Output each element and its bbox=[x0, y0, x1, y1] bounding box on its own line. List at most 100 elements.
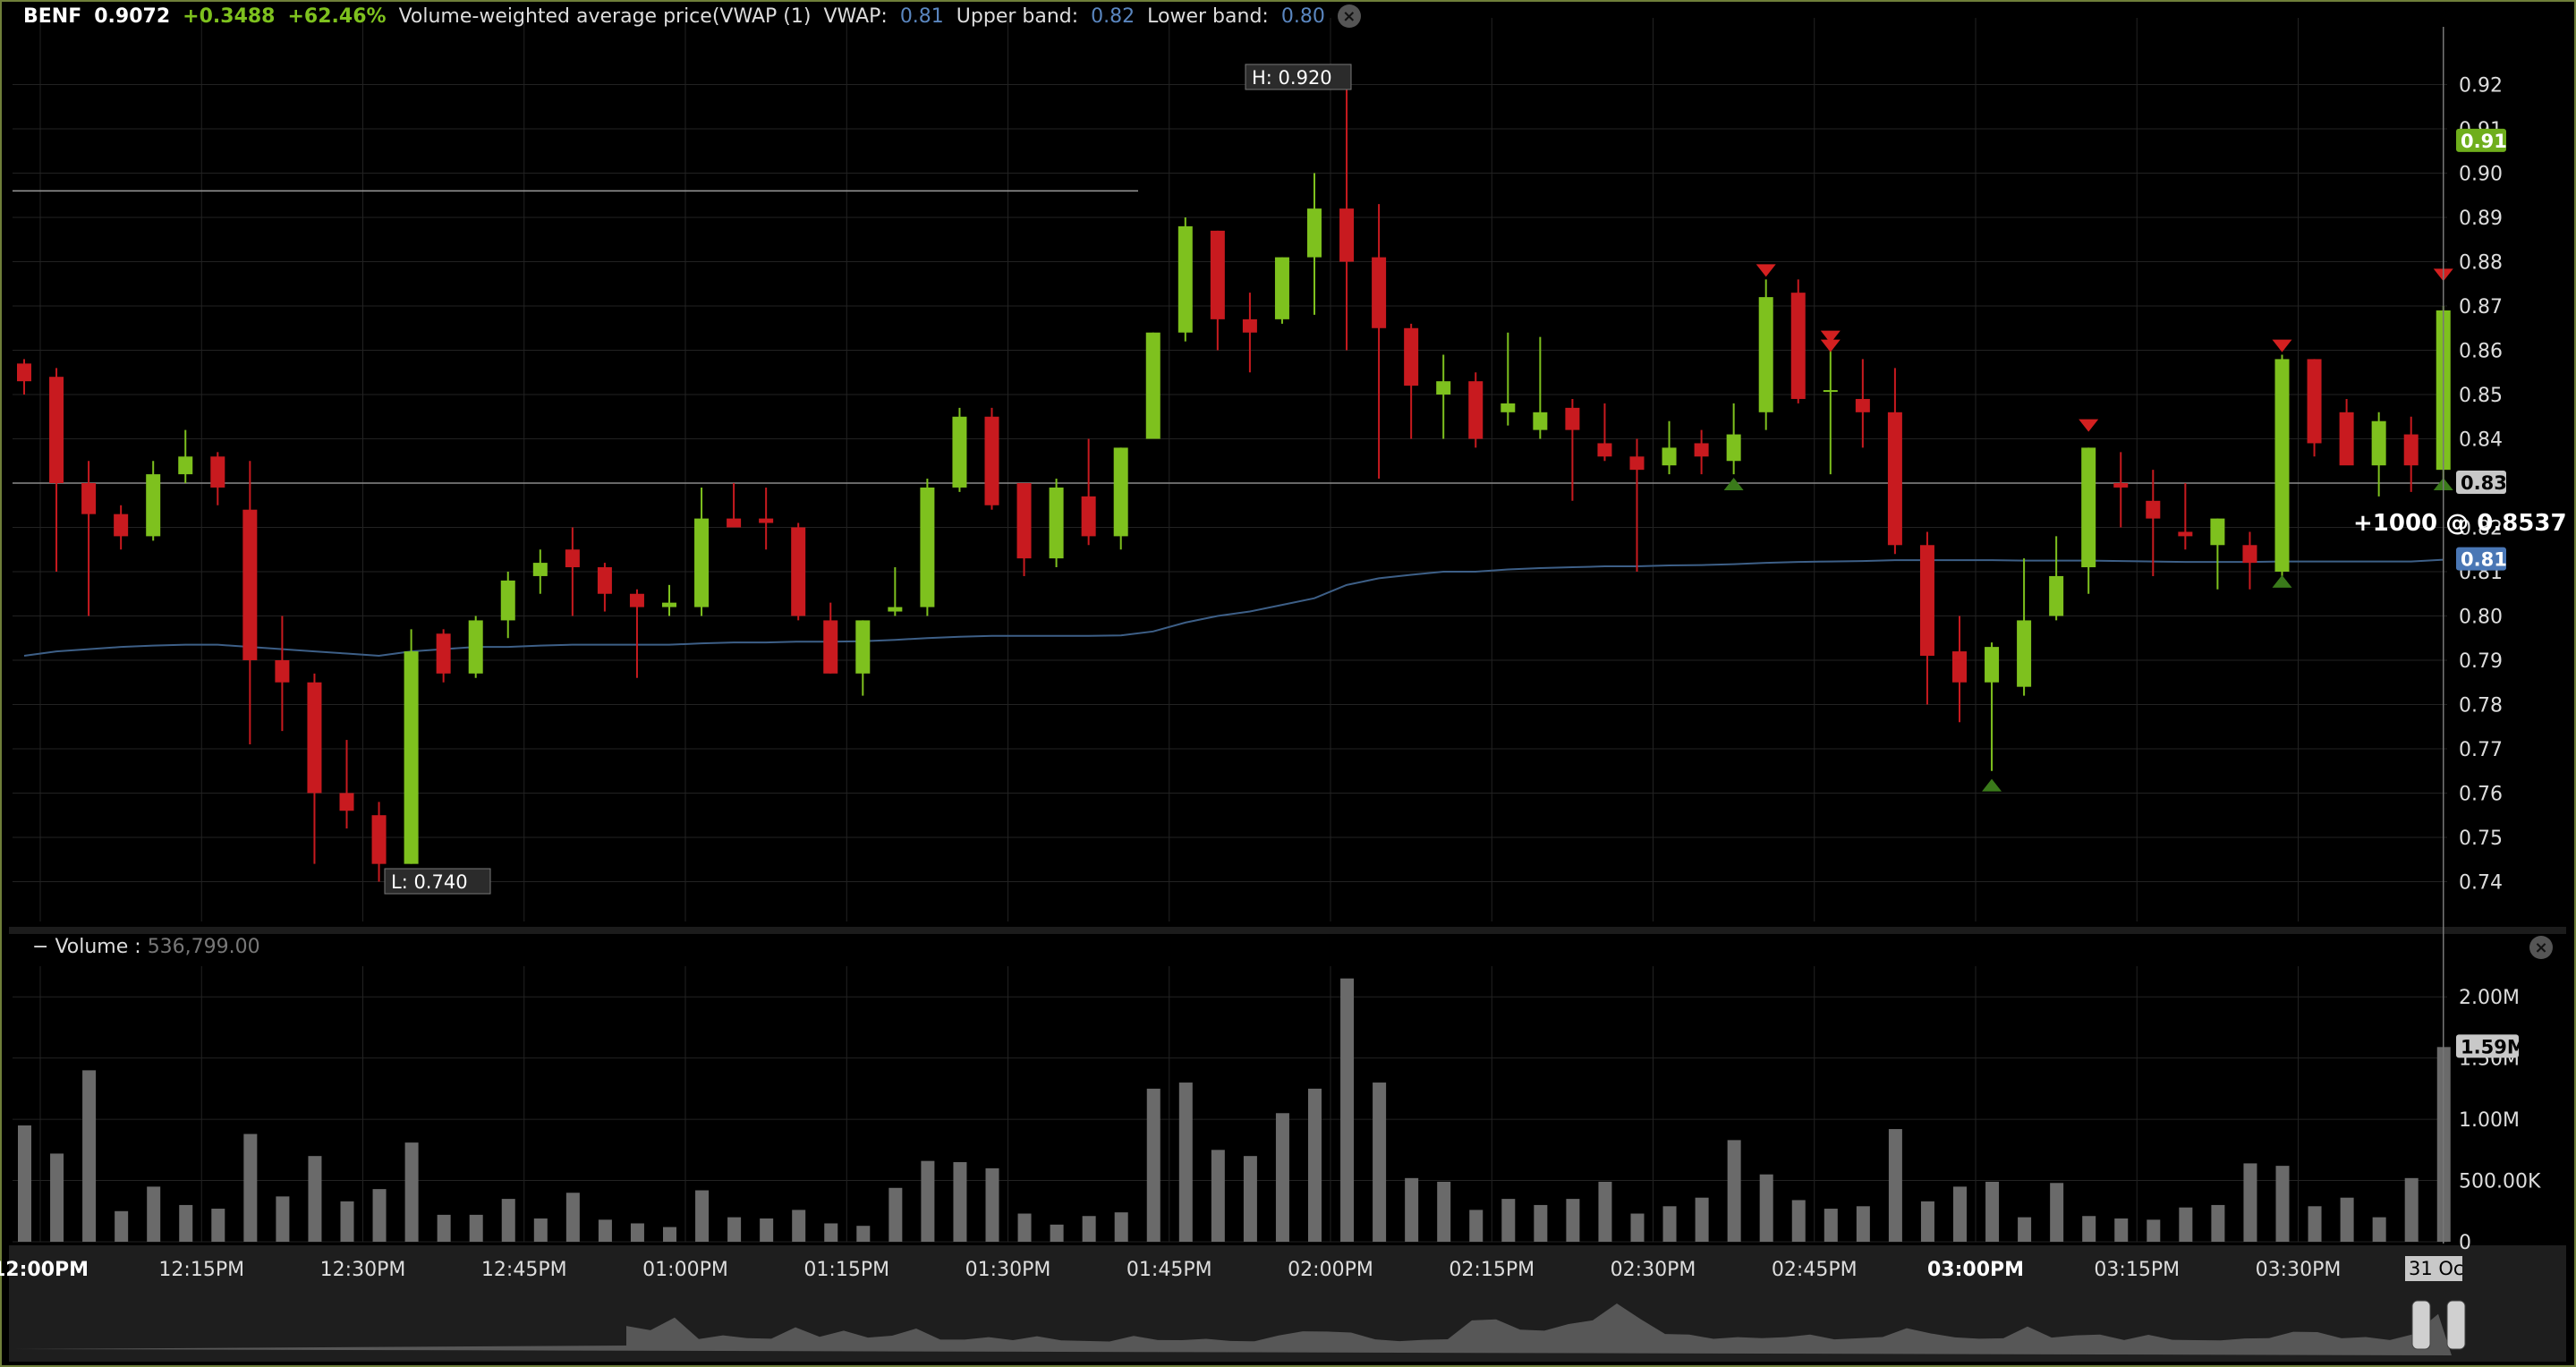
volume-bar bbox=[1017, 1213, 1032, 1242]
candle-body bbox=[1274, 257, 1289, 319]
candle-body bbox=[855, 620, 871, 674]
candle-body bbox=[2274, 359, 2290, 572]
candle-body bbox=[952, 416, 967, 488]
volume-bar bbox=[1243, 1156, 1257, 1242]
candle-body bbox=[1662, 447, 1677, 466]
volume-bar bbox=[340, 1201, 354, 1242]
remove-indicator-close-icon[interactable]: × bbox=[1337, 4, 1361, 28]
candle-body bbox=[1016, 483, 1032, 559]
volume-bar bbox=[1985, 1181, 2000, 1242]
volume-bar bbox=[1050, 1224, 1064, 1242]
candle-body bbox=[468, 620, 483, 674]
candle-body bbox=[1533, 412, 1548, 430]
candle-body bbox=[1242, 318, 1257, 333]
volume-value: 536,799.00 bbox=[147, 936, 260, 958]
candle-body bbox=[1790, 293, 1806, 399]
time-tick-label: 12:15PM bbox=[158, 1259, 244, 1281]
time-tick-label: 01:30PM bbox=[965, 1259, 1051, 1281]
volume-bar bbox=[2275, 1166, 2290, 1242]
indicator-name[interactable]: Volume-weighted average price(VWAP (1) bbox=[398, 4, 812, 28]
candle-body bbox=[1404, 327, 1419, 386]
candle-body bbox=[371, 815, 387, 864]
price-tick-label: 0.86 bbox=[2459, 341, 2503, 363]
volume-bar bbox=[565, 1193, 580, 1242]
price-tick-label: 0.85 bbox=[2459, 385, 2503, 407]
candle-body bbox=[2242, 545, 2257, 564]
volume-bar bbox=[243, 1134, 258, 1242]
candle-body bbox=[275, 659, 290, 683]
volume-bar bbox=[1275, 1113, 1289, 1242]
upper-band-label: Upper band: bbox=[956, 4, 1079, 28]
collapse-volume-icon[interactable]: − bbox=[32, 936, 49, 958]
volume-close-icon[interactable]: × bbox=[2529, 936, 2553, 959]
candle-body bbox=[242, 509, 258, 660]
candle-body bbox=[17, 363, 31, 382]
volume-bar bbox=[1178, 1083, 1193, 1242]
candle-body bbox=[114, 514, 129, 537]
candle-body bbox=[1952, 651, 1967, 683]
date-tag: 31 Oc bbox=[2409, 1258, 2463, 1279]
volume-bar bbox=[2179, 1207, 2193, 1242]
volume-bar bbox=[2372, 1217, 2386, 1242]
candle-body bbox=[404, 651, 419, 864]
candle-body bbox=[759, 518, 774, 523]
candle-body bbox=[2081, 447, 2096, 568]
volume-bar bbox=[308, 1156, 322, 1242]
candle-body bbox=[1597, 443, 1612, 457]
candle-body bbox=[2307, 359, 2322, 444]
volume-bar bbox=[663, 1227, 676, 1242]
candle-body bbox=[1629, 456, 1645, 471]
last-price-tag: 0.91 bbox=[2461, 131, 2507, 152]
volume-bar bbox=[1437, 1181, 1451, 1242]
price-tick-label: 0.74 bbox=[2459, 871, 2503, 894]
volume-bar bbox=[437, 1214, 451, 1242]
volume-bar bbox=[760, 1218, 774, 1242]
volume-bar bbox=[1695, 1197, 1709, 1242]
volume-bar bbox=[1824, 1209, 1838, 1242]
chart-header: BENF 0.9072 +0.3488 +62.46% Volume-weigh… bbox=[23, 2, 1361, 30]
candle-body bbox=[1823, 390, 1838, 393]
volume-bar bbox=[276, 1196, 290, 1242]
symbol[interactable]: BENF bbox=[23, 4, 82, 28]
navigator-series bbox=[13, 1303, 2452, 1355]
sell-marker bbox=[1820, 330, 1841, 344]
volume-bar bbox=[953, 1162, 967, 1242]
candle-body bbox=[1985, 647, 2000, 683]
buy-marker bbox=[1982, 778, 2002, 792]
volume-bar bbox=[2114, 1218, 2129, 1242]
volume-tick-label: 1.00M bbox=[2459, 1109, 2520, 1132]
vwap-price-tag-box bbox=[2456, 547, 2506, 571]
volume-bar bbox=[1308, 1088, 1322, 1242]
time-tick-label: 03:30PM bbox=[2256, 1259, 2342, 1281]
volume-bar bbox=[727, 1217, 742, 1242]
volume-bar bbox=[792, 1210, 806, 1242]
buy-marker bbox=[2272, 574, 2292, 588]
volume-bar bbox=[985, 1167, 999, 1242]
volume-last-tag: 1.59M bbox=[2461, 1036, 2526, 1057]
candle-body bbox=[984, 416, 999, 505]
candle-body bbox=[210, 456, 225, 488]
volume-tick-label: 0 bbox=[2459, 1232, 2471, 1254]
candle-body bbox=[2146, 500, 2161, 519]
time-tick-label: 03:00PM bbox=[1927, 1259, 2024, 1281]
navigator-handle-left[interactable] bbox=[2411, 1300, 2431, 1350]
volume-bar bbox=[1469, 1210, 1484, 1242]
candle-body bbox=[1887, 412, 1902, 546]
lower-band-value: 0.80 bbox=[1280, 4, 1325, 28]
last-price: 0.9072 bbox=[94, 4, 171, 28]
price-tick-label: 0.84 bbox=[2459, 429, 2503, 452]
candle-body bbox=[1758, 297, 1773, 412]
volume-bar bbox=[1791, 1200, 1806, 1242]
volume-bar bbox=[1405, 1177, 1419, 1242]
price-tick-label: 0.82 bbox=[2459, 517, 2503, 539]
volume-bar bbox=[533, 1218, 548, 1242]
time-tick-label: 01:45PM bbox=[1126, 1259, 1212, 1281]
candle-body bbox=[1726, 434, 1741, 462]
lower-band-label: Lower band: bbox=[1147, 4, 1269, 28]
navigator-handle-right[interactable] bbox=[2446, 1300, 2466, 1350]
candle-body bbox=[629, 593, 644, 607]
vwap-value: 0.81 bbox=[899, 4, 944, 28]
time-tick-label: 01:00PM bbox=[642, 1259, 728, 1281]
time-tick-label: 01:15PM bbox=[803, 1259, 889, 1281]
